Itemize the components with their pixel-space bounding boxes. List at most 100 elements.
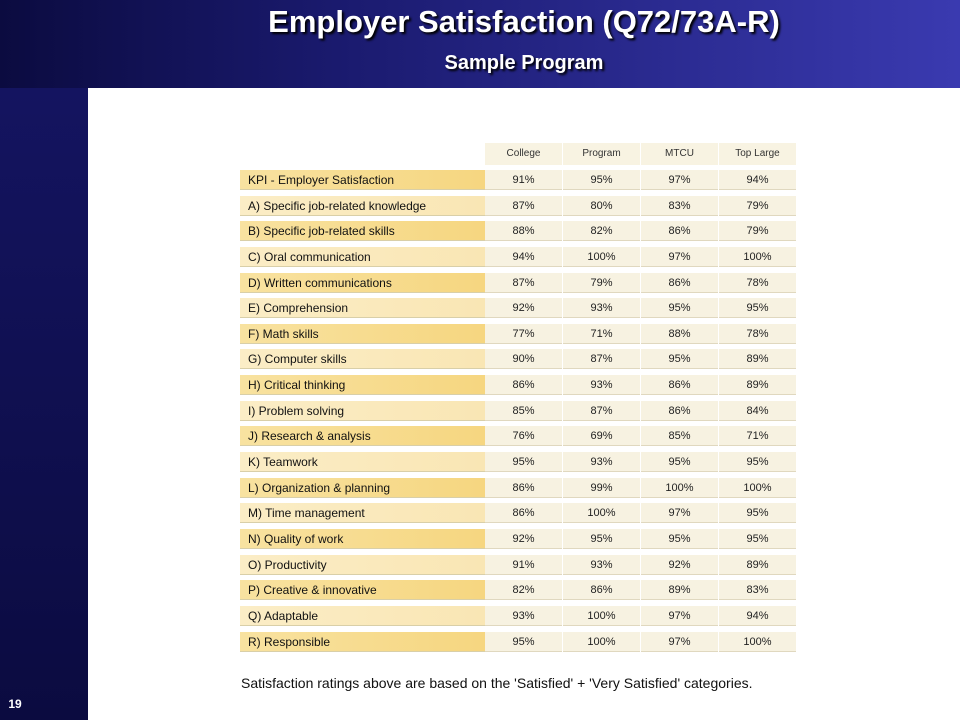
table-row: R) Responsible 95% 100% 97% 100% — [240, 631, 797, 652]
table-row: P) Creative & innovative 82% 86% 89% 83% — [240, 580, 797, 601]
table-cell: 79% — [719, 221, 797, 242]
table-cell: 90% — [485, 349, 563, 370]
row-label: I) Problem solving — [240, 400, 485, 421]
table-row: B) Specific job-related skills 88% 82% 86% 7… — [240, 221, 797, 242]
row-values: 91% 95% 97% 94% — [485, 170, 797, 190]
table-cell: 87% — [563, 400, 641, 421]
row-values: 94% 100% 97% 100% — [485, 246, 797, 267]
table-cell: 86% — [563, 580, 641, 601]
table-cell: 97% — [641, 246, 719, 267]
table-cell: 95% — [563, 170, 641, 190]
slide-title: Employer Satisfaction (Q72/73A-R) — [268, 4, 780, 39]
table-cell: 82% — [485, 580, 563, 601]
table-header: College Program MTCU Top Large — [485, 143, 797, 165]
table-row: D) Written communications 87% 79% 86% 78% — [240, 272, 797, 293]
row-values: 86% 100% 97% 95% — [485, 503, 797, 524]
table-cell: 100% — [563, 631, 641, 652]
row-values: 90% 87% 95% 89% — [485, 349, 797, 370]
footnote: Satisfaction ratings above are based on … — [241, 675, 753, 691]
column-header-mtcu: MTCU — [641, 143, 719, 165]
row-label: C) Oral communication — [240, 246, 485, 267]
table-cell: 93% — [485, 605, 563, 626]
row-label: G) Computer skills — [240, 349, 485, 370]
row-values: 87% 80% 83% 79% — [485, 195, 797, 216]
table-cell: 87% — [563, 349, 641, 370]
table-row: F) Math skills 77% 71% 88% 78% — [240, 323, 797, 344]
table-row: L) Organization & planning 86% 99% 100% 100% — [240, 477, 797, 498]
row-values: 86% 93% 86% 89% — [485, 375, 797, 396]
table-row: E) Comprehension 92% 93% 95% 95% — [240, 298, 797, 319]
table-cell: 76% — [485, 426, 563, 447]
table-cell: 71% — [719, 426, 797, 447]
table-cell: 93% — [563, 452, 641, 473]
table-cell: 79% — [719, 195, 797, 216]
table-cell: 100% — [719, 631, 797, 652]
table-cell: 94% — [485, 246, 563, 267]
table-cell: 95% — [485, 452, 563, 473]
table-cell: 92% — [485, 528, 563, 549]
row-values: 92% 93% 95% 95% — [485, 298, 797, 319]
title-banner — [0, 0, 960, 88]
table-cell: 95% — [719, 298, 797, 319]
table-cell: 80% — [563, 195, 641, 216]
table-cell: 82% — [563, 221, 641, 242]
table-row: N) Quality of work 92% 95% 95% 95% — [240, 528, 797, 549]
table-cell: 84% — [719, 400, 797, 421]
row-label: N) Quality of work — [240, 528, 485, 549]
table-cell: 100% — [563, 605, 641, 626]
table-cell: 88% — [485, 221, 563, 242]
row-label: E) Comprehension — [240, 298, 485, 319]
table-cell: 86% — [485, 375, 563, 396]
row-values: 76% 69% 85% 71% — [485, 426, 797, 447]
table-cell: 79% — [563, 272, 641, 293]
row-values: 95% 93% 95% 95% — [485, 452, 797, 473]
table-row: I) Problem solving 85% 87% 86% 84% — [240, 400, 797, 421]
column-header-college: College — [485, 143, 563, 165]
table-cell: 94% — [719, 170, 797, 190]
row-label: F) Math skills — [240, 323, 485, 344]
table-cell: 86% — [641, 400, 719, 421]
table-cell: 71% — [563, 323, 641, 344]
row-values: 82% 86% 89% 83% — [485, 580, 797, 601]
side-bar — [0, 88, 88, 720]
row-label: D) Written communications — [240, 272, 485, 293]
table-cell: 95% — [719, 452, 797, 473]
row-values: 77% 71% 88% 78% — [485, 323, 797, 344]
row-label: J) Research & analysis — [240, 426, 485, 447]
table-row: M) Time management 86% 100% 97% 95% — [240, 503, 797, 524]
table-cell: 91% — [485, 554, 563, 575]
row-label: H) Critical thinking — [240, 375, 485, 396]
table-cell: 93% — [563, 375, 641, 396]
table-cell: 100% — [719, 246, 797, 267]
column-header-program: Program — [563, 143, 641, 165]
table-cell: 78% — [719, 272, 797, 293]
table-cell: 94% — [719, 605, 797, 626]
row-label: B) Specific job-related skills — [240, 221, 485, 242]
row-values: 91% 93% 92% 89% — [485, 554, 797, 575]
row-label: A) Specific job-related knowledge — [240, 195, 485, 216]
table-row: H) Critical thinking 86% 93% 86% 89% — [240, 375, 797, 396]
table-cell: 95% — [719, 503, 797, 524]
row-label: K) Teamwork — [240, 452, 485, 473]
table-cell: 85% — [641, 426, 719, 447]
table-cell: 95% — [485, 631, 563, 652]
table-cell: 77% — [485, 323, 563, 344]
column-header-top-large: Top Large — [719, 143, 797, 165]
row-label: M) Time management — [240, 503, 485, 524]
table-cell: 97% — [641, 605, 719, 626]
row-label: P) Creative & innovative — [240, 580, 485, 601]
table-cell: 88% — [641, 323, 719, 344]
table-cell: 86% — [641, 221, 719, 242]
table-cell: 95% — [641, 349, 719, 370]
row-values: 93% 100% 97% 94% — [485, 605, 797, 626]
slide-subtitle: Sample Program — [444, 52, 604, 74]
table-cell: 69% — [563, 426, 641, 447]
row-label: KPI - Employer Satisfaction — [240, 170, 485, 190]
satisfaction-table: KPI - Employer Satisfaction 91% 95% 97% 94% A… — [240, 170, 797, 657]
row-values: 88% 82% 86% 79% — [485, 221, 797, 242]
table-cell: 86% — [485, 503, 563, 524]
row-values: 87% 79% 86% 78% — [485, 272, 797, 293]
table-cell: 100% — [563, 503, 641, 524]
row-label: L) Organization & planning — [240, 477, 485, 498]
table-cell: 89% — [719, 349, 797, 370]
